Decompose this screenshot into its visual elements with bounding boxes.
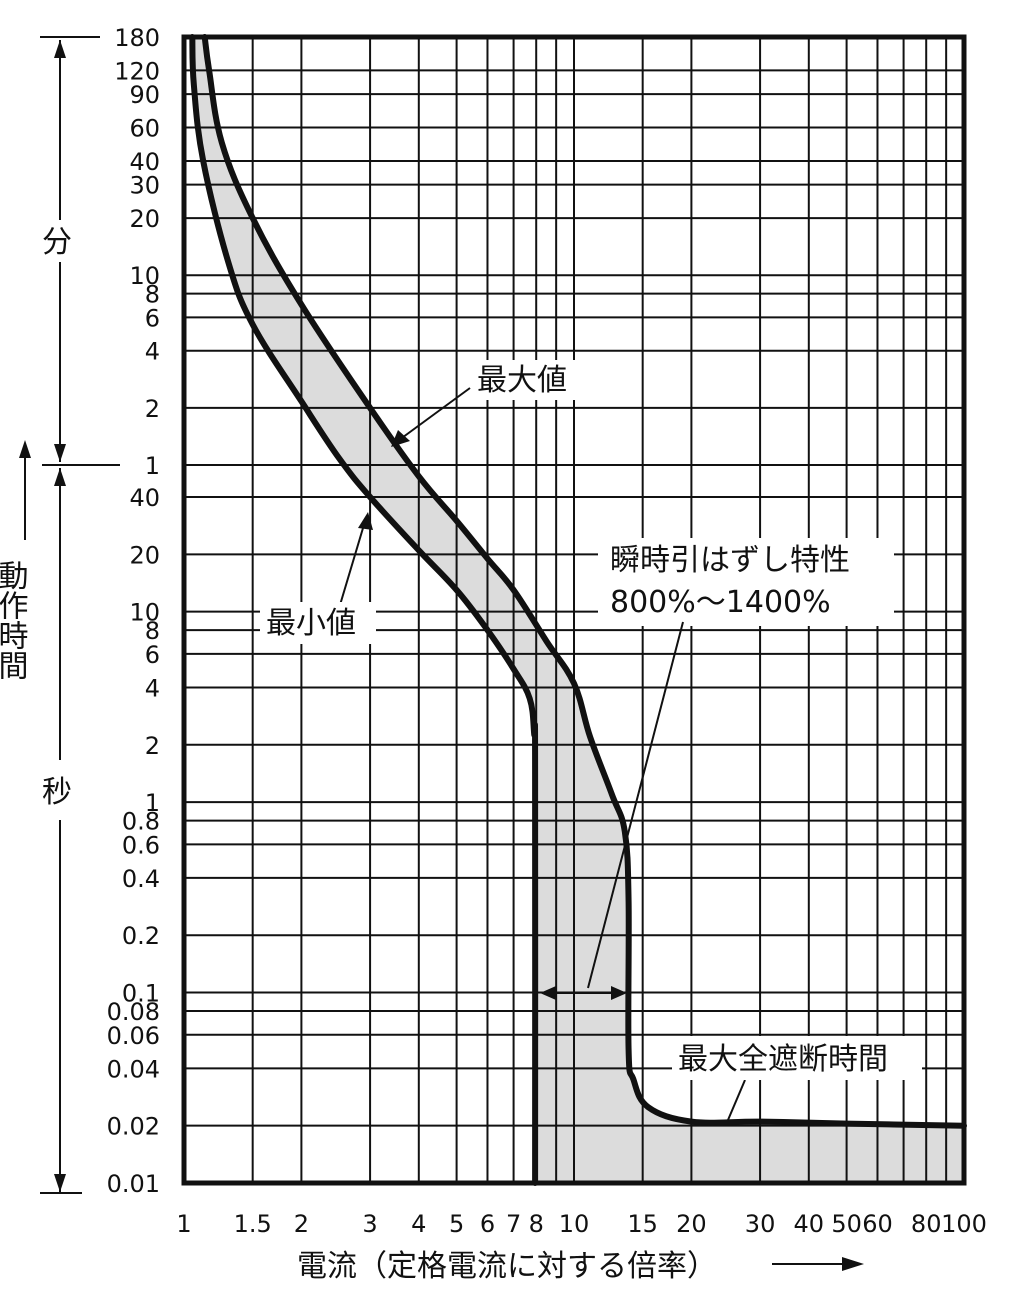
max-curve [201, 34, 967, 1129]
y-tick-label: 60 [129, 115, 160, 143]
y-tick-label: 10 [129, 262, 160, 290]
y-tick-label: 0.01 [107, 1170, 160, 1198]
x-tick-label: 40 [794, 1210, 825, 1238]
x-tick-label: 60 [862, 1210, 893, 1238]
y-tick-label: 8 [145, 617, 160, 645]
y-tick-label: 4 [145, 674, 160, 702]
plot-frame [181, 34, 967, 1186]
x-tick-label: 8 [529, 1210, 544, 1238]
y-tick-labels: 124681020304060901201800.010.020.040.060… [107, 24, 160, 1198]
y-tick-label: 0.2 [122, 922, 160, 950]
y-tick-label: 0.06 [107, 1022, 160, 1050]
y-tick-label: 6 [145, 641, 160, 669]
y-tick-label: 20 [129, 541, 160, 569]
annotation-min: 最小値 [260, 512, 376, 644]
instant-trip-range: 800%～1400% [610, 585, 831, 620]
y-tick-label: 0.6 [122, 831, 160, 859]
min-curve [189, 34, 539, 1186]
operating-band-area [192, 37, 965, 1183]
min-label: 最小値 [266, 606, 356, 641]
x-tick-label: 3 [362, 1210, 377, 1238]
x-tick-label: 7 [506, 1210, 521, 1238]
x-tick-label: 1.5 [234, 1210, 272, 1238]
arrow-right-icon [611, 986, 627, 1000]
curves [189, 34, 967, 1186]
annotation-max: 最大値 [391, 360, 586, 447]
y-tick-label: 2 [145, 732, 160, 760]
x-axis-label: 電流（定格電流に対する倍率） [297, 1249, 717, 1284]
seconds-unit-label: 秒 [42, 775, 72, 810]
y-tick-label: 30 [129, 172, 160, 200]
x-tick-label: 6 [480, 1210, 495, 1238]
x-tick-label: 80 [911, 1210, 942, 1238]
operating-band [192, 37, 965, 1183]
arrow-up-icon [54, 40, 66, 58]
y-tick-label: 0.4 [122, 865, 160, 893]
x-tick-label: 20 [676, 1210, 707, 1238]
x-tick-label: 4 [411, 1210, 426, 1238]
x-tick-label: 15 [627, 1210, 658, 1238]
x-tick-labels: 1 1.5 2 3 4 5 6 7 8 10 15 20 30 40 50 60 80 100 [176, 1210, 987, 1238]
y-axis-label: 動作時間 [0, 560, 28, 680]
x-tick-label: 10 [559, 1210, 590, 1238]
arrow-down-icon [54, 444, 66, 462]
y-tick-label: 120 [114, 57, 160, 85]
y-tick-label: 10 [129, 599, 160, 627]
max-label: 最大値 [477, 363, 567, 398]
x-tick-label: 1 [176, 1210, 191, 1238]
y-tick-label: 4 [145, 338, 160, 366]
y-tick-label: 0.02 [107, 1113, 160, 1141]
y-tick-label: 1 [145, 789, 160, 817]
y-tick-label: 1 [145, 452, 160, 480]
y-tick-label: 40 [129, 484, 160, 512]
y-tick-label: 8 [145, 281, 160, 309]
x-tick-label: 2 [294, 1210, 309, 1238]
y-tick-label: 0.1 [122, 980, 160, 1008]
y-tick-label: 180 [114, 24, 160, 52]
max-clearing-label: 最大全遮断時間 [678, 1042, 888, 1077]
arrow-up-icon [19, 440, 31, 458]
y-tick-label: 2 [145, 395, 160, 423]
y-tick-label: 20 [129, 205, 160, 233]
instant-trip-label: 瞬時引はずし特性 [610, 543, 850, 578]
y-tick-label: 0.8 [122, 808, 160, 836]
arrow-left-icon [540, 986, 556, 1000]
annotation-instant-trip: 瞬時引はずし特性 800%～1400% [540, 538, 894, 1000]
arrow-down-icon [54, 1174, 66, 1192]
arrow-right-icon [842, 1257, 864, 1271]
y-tick-label: 0.08 [107, 998, 160, 1026]
annotation-max-clearing: 最大全遮断時間 [672, 1036, 922, 1121]
minutes-unit-label: 分 [42, 225, 72, 260]
y-tick-label: 6 [145, 304, 160, 332]
unit-brackets [19, 36, 120, 1194]
y-tick-label: 40 [129, 148, 160, 176]
x-tick-label: 50 [831, 1210, 862, 1238]
y-tick-label: 0.04 [107, 1055, 160, 1083]
arrow-up-icon [54, 468, 66, 486]
x-tick-label: 5 [449, 1210, 464, 1238]
y-tick-label: 90 [129, 81, 160, 109]
x-tick-label: 30 [745, 1210, 776, 1238]
x-tick-label: 100 [941, 1210, 987, 1238]
